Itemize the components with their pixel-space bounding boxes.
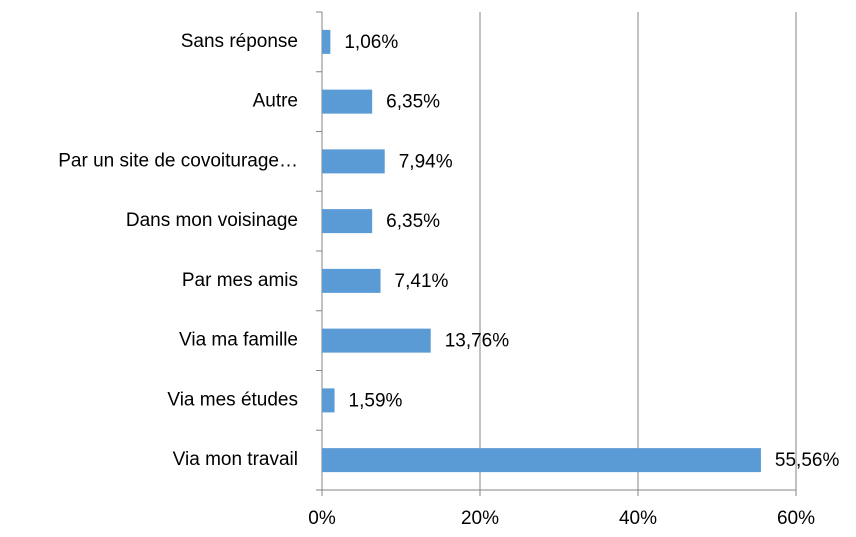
bar	[322, 89, 373, 114]
data-label: 6,35%	[386, 211, 440, 232]
x-tick-label: 40%	[619, 508, 657, 529]
y-tick-label: Via ma famille	[179, 330, 298, 351]
data-label: 6,35%	[386, 92, 440, 113]
bar	[322, 328, 431, 353]
bar	[322, 209, 373, 234]
y-tick-label: Via mon travail	[173, 449, 298, 470]
y-tick-label: Sans réponse	[181, 31, 298, 52]
x-tick-label: 20%	[461, 508, 499, 529]
y-tick-label: Dans mon voisinage	[126, 210, 298, 231]
data-label: 1,59%	[349, 390, 403, 411]
x-tick-label: 60%	[777, 508, 815, 529]
bar	[322, 388, 335, 413]
y-tick-label: Autre	[253, 91, 298, 112]
x-tick-label: 0%	[308, 508, 336, 529]
data-label: 7,41%	[395, 271, 449, 292]
bar	[322, 29, 331, 54]
bar	[322, 448, 761, 473]
y-tick-label: Par un site de covoiturage…	[58, 150, 298, 171]
bar	[322, 149, 385, 174]
data-label: 1,06%	[344, 32, 398, 53]
y-tick-label: Par mes amis	[182, 270, 298, 291]
bar	[322, 268, 381, 293]
data-label: 7,94%	[399, 151, 453, 172]
y-tick-label: Via mes études	[167, 389, 298, 410]
data-label: 55,56%	[775, 450, 840, 471]
data-label: 13,76%	[445, 331, 510, 352]
